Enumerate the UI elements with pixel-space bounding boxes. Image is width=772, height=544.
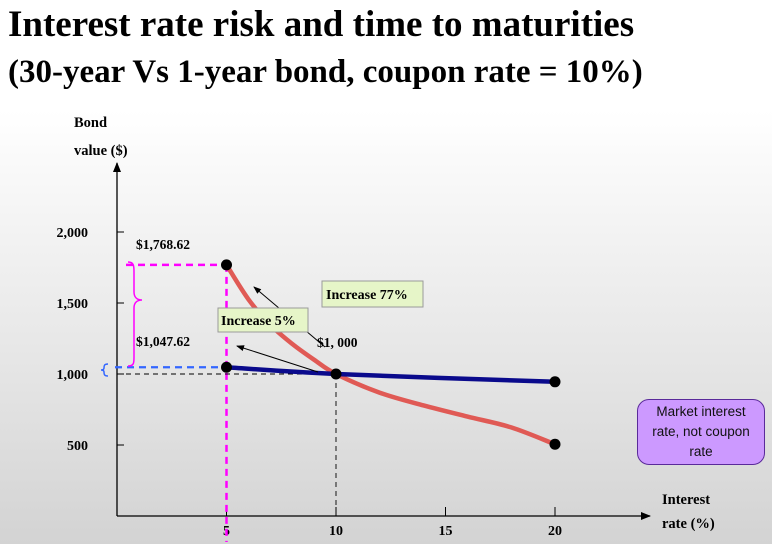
y-tick-label: 1,500: [57, 297, 89, 312]
data-points: [221, 259, 561, 450]
data-point: [549, 438, 561, 450]
market-rate-callout-text: Market interest rate, not coupon rate: [652, 404, 750, 459]
market-rate-callout: Market interest rate, not coupon rate: [637, 399, 765, 465]
data-point: [549, 376, 561, 388]
y-ticks: 500 1,000 1,500 2,000: [57, 226, 124, 454]
y-tick-label: 1,000: [57, 368, 89, 383]
data-point: [330, 368, 342, 380]
x-ticks: 5101520: [223, 507, 562, 539]
chart-subtitle: (30-year Vs 1-year bond, coupon rate = 1…: [8, 54, 643, 90]
increase-30y-box: [321, 280, 424, 308]
x-tick-label: 15: [439, 524, 453, 539]
x-tick-label: 10: [329, 524, 343, 539]
increase-1y-box: [217, 307, 309, 333]
data-point: [221, 361, 232, 373]
curve-1-year-bond: [224, 364, 558, 385]
y-axis-label-line2: value ($): [74, 143, 128, 159]
x-axis-label-line2: rate (%): [662, 516, 715, 532]
brace-1y-change: [100, 363, 109, 377]
data-point: [221, 259, 232, 271]
y-tick-label: 500: [67, 439, 88, 454]
y-tick-label: 2,000: [57, 226, 89, 241]
label-par-value: $1, 000: [317, 335, 358, 350]
label-1y-price-at-5: $1,047.62: [136, 334, 190, 349]
y-axis-label-line1: Bond: [74, 115, 107, 131]
brace-30y-change: [127, 261, 143, 367]
chart-title: Interest rate risk and time to maturitie…: [8, 4, 635, 45]
x-tick-label: 20: [548, 524, 562, 539]
label-30y-price-at-5: $1,768.62: [136, 237, 190, 252]
arrow-increase-1y: [236, 345, 319, 373]
increase-30y-label: Increase 77%: [326, 288, 408, 303]
increase-1y-label: Increase 5%: [221, 314, 296, 329]
x-axis-label-line1: Interest: [662, 492, 710, 508]
